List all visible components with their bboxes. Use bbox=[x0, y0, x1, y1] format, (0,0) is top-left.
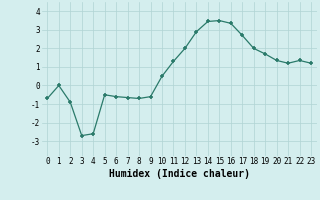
X-axis label: Humidex (Indice chaleur): Humidex (Indice chaleur) bbox=[109, 169, 250, 179]
